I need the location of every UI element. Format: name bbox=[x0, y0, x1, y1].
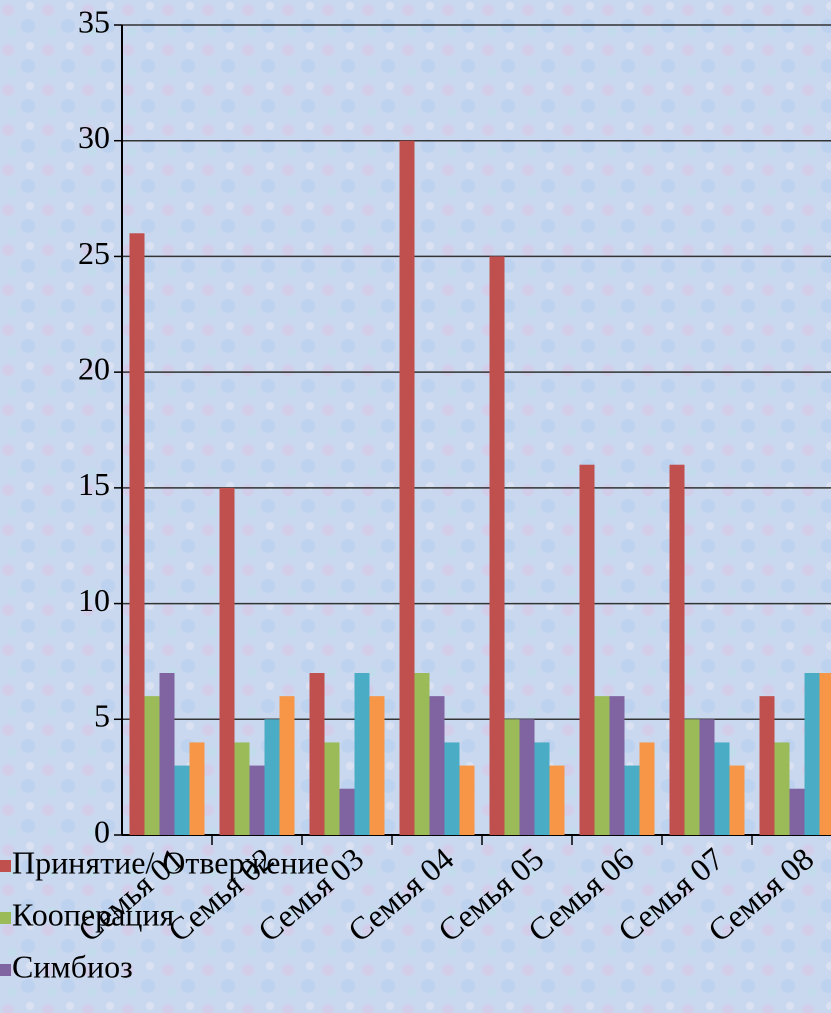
bar bbox=[549, 765, 565, 835]
legend-label: Кооперация bbox=[12, 896, 175, 932]
bar bbox=[189, 742, 205, 835]
bar bbox=[819, 673, 831, 835]
bar bbox=[639, 742, 655, 835]
bar bbox=[579, 464, 595, 835]
bar bbox=[504, 719, 520, 835]
bar bbox=[624, 765, 640, 835]
bar bbox=[324, 742, 340, 835]
bar bbox=[489, 256, 505, 835]
bar bbox=[699, 719, 715, 835]
bar bbox=[369, 696, 385, 835]
bar bbox=[609, 696, 625, 835]
legend-swatch bbox=[0, 964, 11, 976]
bar bbox=[264, 719, 280, 835]
bar bbox=[459, 765, 475, 835]
bar bbox=[669, 464, 685, 835]
bar bbox=[684, 719, 700, 835]
bar bbox=[129, 233, 145, 836]
y-tick-label: 5 bbox=[94, 698, 110, 734]
bar bbox=[714, 742, 730, 835]
bar bbox=[444, 742, 460, 835]
bar bbox=[399, 140, 415, 835]
y-tick-label: 20 bbox=[78, 350, 110, 386]
bar bbox=[534, 742, 550, 835]
bar bbox=[219, 487, 235, 835]
y-tick-label: 10 bbox=[78, 582, 110, 618]
bar bbox=[159, 673, 175, 835]
legend-swatch bbox=[0, 860, 11, 872]
bar bbox=[309, 673, 325, 835]
bar bbox=[804, 673, 820, 835]
bar bbox=[249, 765, 265, 835]
bar bbox=[234, 742, 250, 835]
bar bbox=[354, 673, 370, 835]
bar bbox=[729, 765, 745, 835]
y-tick-label: 0 bbox=[94, 813, 110, 849]
bar bbox=[774, 742, 790, 835]
bar bbox=[759, 696, 775, 835]
bar bbox=[789, 788, 805, 835]
legend-swatch bbox=[0, 912, 11, 924]
bar bbox=[339, 788, 355, 835]
bar bbox=[174, 765, 190, 835]
bar bbox=[144, 696, 160, 835]
y-tick-label: 35 bbox=[78, 3, 110, 39]
bar bbox=[519, 719, 535, 835]
bar bbox=[414, 673, 430, 835]
y-tick-label: 25 bbox=[78, 235, 110, 271]
bar bbox=[279, 696, 295, 835]
y-tick-label: 15 bbox=[78, 466, 110, 502]
bar bbox=[429, 696, 445, 835]
y-tick-label: 30 bbox=[78, 119, 110, 155]
legend-label: Симбиоз bbox=[12, 948, 133, 984]
bar bbox=[594, 696, 610, 835]
legend-label: Принятие/ Отвержение bbox=[12, 844, 329, 880]
